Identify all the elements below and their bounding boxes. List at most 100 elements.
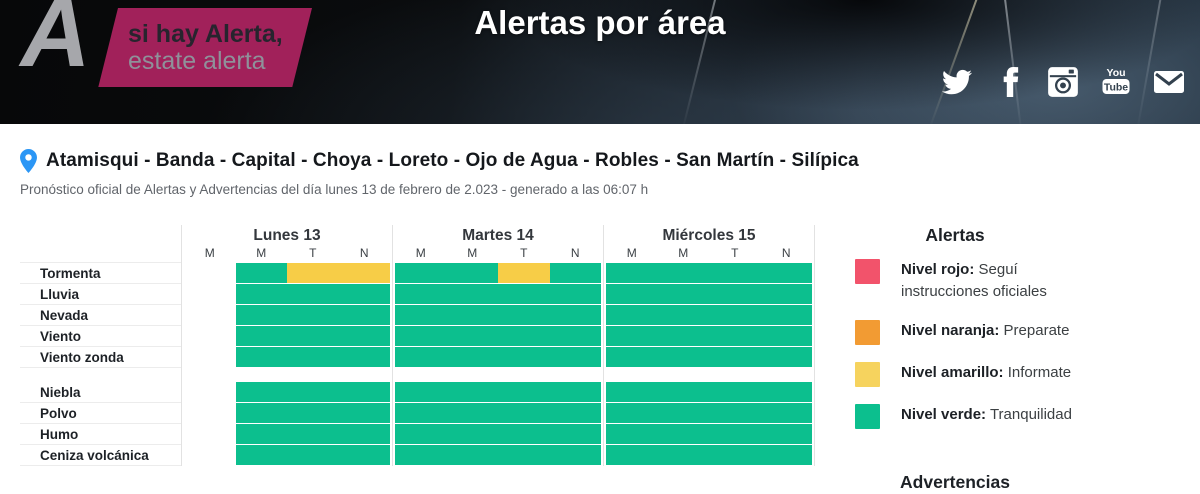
alert-cell-green <box>446 326 498 346</box>
alert-cell-green <box>709 305 761 325</box>
legend-swatch-verde <box>855 404 880 429</box>
time-slot-label: N <box>781 246 791 260</box>
alert-cell-blank <box>184 305 236 325</box>
facebook-icon[interactable] <box>993 64 1027 100</box>
hazard-row-label: Humo <box>20 424 181 445</box>
alert-cell-yellow <box>287 263 339 283</box>
day-cells-group <box>603 403 815 424</box>
alert-cell-green <box>549 284 601 304</box>
location-row: Atamisqui - Banda - Capital - Choya - Lo… <box>20 149 1200 173</box>
day-cells-group <box>603 263 815 284</box>
alert-cell-green <box>395 263 447 283</box>
alert-cell-green <box>235 305 287 325</box>
alert-cell-green <box>446 382 498 402</box>
email-icon[interactable] <box>1152 64 1186 100</box>
alert-cell-green <box>549 424 601 444</box>
map-pin-icon <box>20 149 37 173</box>
day-cells-group <box>603 382 815 403</box>
hazard-row-label: Tormenta <box>20 263 181 284</box>
alert-cell-green <box>549 263 601 283</box>
day-cells-group <box>603 305 815 326</box>
legend-item-text: Nivel verde: Tranquilidad <box>901 406 1072 423</box>
alert-cell-green <box>235 424 287 444</box>
alert-cell-green <box>760 424 812 444</box>
forecast-grid-body: Tormenta Lluvia Nevada Viento Viento zonda Ni… <box>20 263 815 466</box>
forecast-grid-head: Lunes 13 M M T N Martes 14 M M T N Miércoles 1… <box>20 225 815 263</box>
alert-cell-green <box>498 445 550 465</box>
alert-cell-green <box>760 326 812 346</box>
time-slot-label: N <box>359 246 369 260</box>
forecast-table: Lunes 13 M M T N Martes 14 M M T N Miércoles 1… <box>20 225 815 493</box>
alert-cell-green <box>395 305 447 325</box>
alert-cell-green <box>606 326 658 346</box>
day-cells-group <box>392 263 603 284</box>
alert-cell-green <box>606 305 658 325</box>
instagram-icon[interactable] <box>1046 64 1080 100</box>
alert-cell-blank <box>184 263 236 283</box>
day-group-header: Martes 14 M M T N <box>392 225 603 263</box>
alert-cell-green <box>606 382 658 402</box>
alert-cell-green <box>287 326 339 346</box>
legend-items: Nivel rojo: Seguí instrucciones oficiale… <box>855 259 1105 429</box>
legend-item-text: Nivel naranja: Preparate <box>901 322 1070 339</box>
legend-swatch-rojo <box>855 259 880 284</box>
alert-cell-green <box>498 403 550 423</box>
day-cells-group <box>181 382 392 403</box>
alert-cell-green <box>287 424 339 444</box>
alert-cell-green <box>760 347 812 367</box>
alert-cell-green <box>606 347 658 367</box>
time-slot-label: T <box>520 246 528 260</box>
alert-cell-yellow <box>338 263 390 283</box>
alert-cell-green <box>338 305 390 325</box>
day-group-header: Lunes 13 M M T N <box>181 225 392 263</box>
alert-cell-green <box>657 347 709 367</box>
site-logo[interactable]: A si hay Alerta, estate alerta <box>0 0 330 100</box>
alert-cell-green <box>338 382 390 402</box>
day-cells-group <box>603 326 815 347</box>
alert-cell-green <box>235 263 287 283</box>
alert-cell-green <box>606 403 658 423</box>
alert-cell-green <box>760 403 812 423</box>
hazard-row: Nevada <box>20 305 815 326</box>
alert-cell-green <box>446 305 498 325</box>
alert-cell-green <box>709 284 761 304</box>
alert-cell-green <box>709 382 761 402</box>
day-cells-group <box>181 424 392 445</box>
hazard-row-label: Polvo <box>20 403 181 424</box>
legend-item-amarillo: Nivel amarillo: Informate <box>855 362 1105 387</box>
area-list: Atamisqui - Banda - Capital - Choya - Lo… <box>46 150 859 171</box>
alert-cell-green <box>549 347 601 367</box>
alert-cell-green <box>760 263 812 283</box>
alert-cell-green <box>549 305 601 325</box>
alert-cell-green <box>657 445 709 465</box>
alert-cell-green <box>498 284 550 304</box>
alert-cell-green <box>709 445 761 465</box>
alert-cell-green <box>498 347 550 367</box>
day-cells-group <box>181 263 392 284</box>
alert-cell-green <box>709 424 761 444</box>
hazard-row-label: Viento zonda <box>20 347 181 368</box>
hazard-row: Ceniza volcánica <box>20 445 815 466</box>
hazard-row: Tormenta <box>20 263 815 284</box>
time-slot-label: N <box>570 246 580 260</box>
twitter-icon[interactable] <box>940 64 974 100</box>
group-spacer-row <box>20 368 815 382</box>
alert-cell-green <box>709 263 761 283</box>
alert-cell-green <box>235 445 287 465</box>
alert-cell-blank <box>184 382 236 402</box>
youtube-icon[interactable]: You Tube <box>1099 64 1133 100</box>
alert-cell-green <box>446 263 498 283</box>
alert-cell-green <box>395 382 447 402</box>
alert-cell-green <box>338 403 390 423</box>
hazard-row-label: Nevada <box>20 305 181 326</box>
alert-cell-green <box>446 403 498 423</box>
day-cells-group <box>181 347 392 368</box>
alert-cell-green <box>709 326 761 346</box>
alert-cell-green <box>287 284 339 304</box>
day-cells-group <box>392 305 603 326</box>
alert-cell-green <box>395 347 447 367</box>
alert-cell-green <box>549 326 601 346</box>
alert-cell-green <box>606 445 658 465</box>
alert-legend: Alertas Nivel rojo: Seguí instrucciones … <box>855 225 1105 493</box>
